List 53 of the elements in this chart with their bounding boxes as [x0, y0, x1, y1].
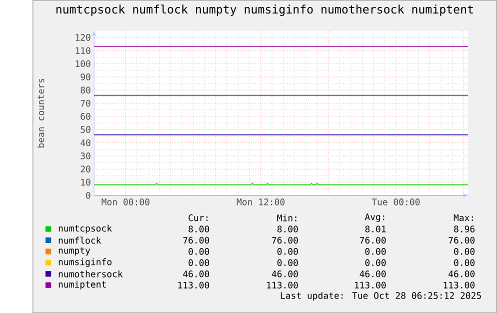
y-tick-label: 40	[80, 139, 90, 146]
chart-title: numtcpsock numflock numpty numsiginfo numothersock numiptent	[56, 4, 473, 16]
text: Last update: Tue Oct 28 06:25:12 2025	[280, 292, 481, 301]
text: 8.96	[454, 226, 475, 232]
text: Cur:	[188, 214, 208, 222]
legend-label: numiptent	[58, 280, 106, 290]
text: 8.00	[188, 226, 210, 232]
text: Min:	[277, 214, 296, 222]
text: 46.00	[448, 270, 475, 278]
text: 0.00	[365, 259, 386, 266]
text: 0.00	[454, 259, 475, 266]
text: 113.00	[444, 282, 475, 288]
y-tick-label: 120	[76, 34, 90, 41]
text: 46.00	[360, 270, 386, 278]
y-axis-title: bean counters	[37, 78, 44, 148]
y-tick-label: 0	[86, 192, 90, 199]
text: 0.00	[277, 248, 298, 255]
y-tick-label: 60	[80, 112, 90, 120]
text: 0.00	[188, 259, 210, 266]
y-tick-label: 70	[80, 100, 90, 107]
y-tick-label: 80	[80, 86, 90, 94]
text: 46.00	[272, 270, 298, 278]
y-tick-label: 110	[76, 47, 90, 54]
text: Avg:	[364, 214, 384, 222]
y-tick-label: 50	[80, 126, 90, 133]
text: 76.00	[272, 236, 298, 244]
text: 76.00	[183, 236, 210, 244]
text: 0.00	[277, 259, 298, 266]
y-tick-label: 90	[80, 73, 90, 80]
y-tick-label: 10	[81, 178, 90, 186]
text: 8.01	[365, 226, 386, 232]
text: Max:	[454, 214, 473, 222]
y-tick-label: 100	[76, 60, 90, 68]
text: 113.00	[267, 282, 298, 288]
x-tick-label: Mon 12:00	[236, 198, 285, 206]
x-tick-label: Tue 00:00	[372, 198, 420, 206]
text: 76.00	[448, 236, 475, 244]
legend-label: numpty	[58, 247, 90, 256]
text: 76.00	[360, 236, 386, 244]
legend-label: numtcpsock	[58, 224, 112, 234]
text: 0.00	[454, 248, 475, 255]
legend-label: numothersock	[58, 270, 123, 278]
text: 0.00	[188, 248, 210, 255]
text: 46.00	[183, 270, 210, 278]
text: 8.00	[277, 226, 298, 232]
text: 113.00	[178, 282, 210, 288]
x-tick-label: Mon 00:00	[102, 198, 150, 206]
text: 0.00	[365, 248, 386, 255]
y-tick-label: 20	[80, 166, 90, 172]
y-tick-label: 30	[80, 152, 90, 160]
text: 113.00	[354, 282, 386, 288]
legend-label: numflock	[58, 236, 102, 244]
legend-label: numsiginfo	[58, 258, 112, 267]
